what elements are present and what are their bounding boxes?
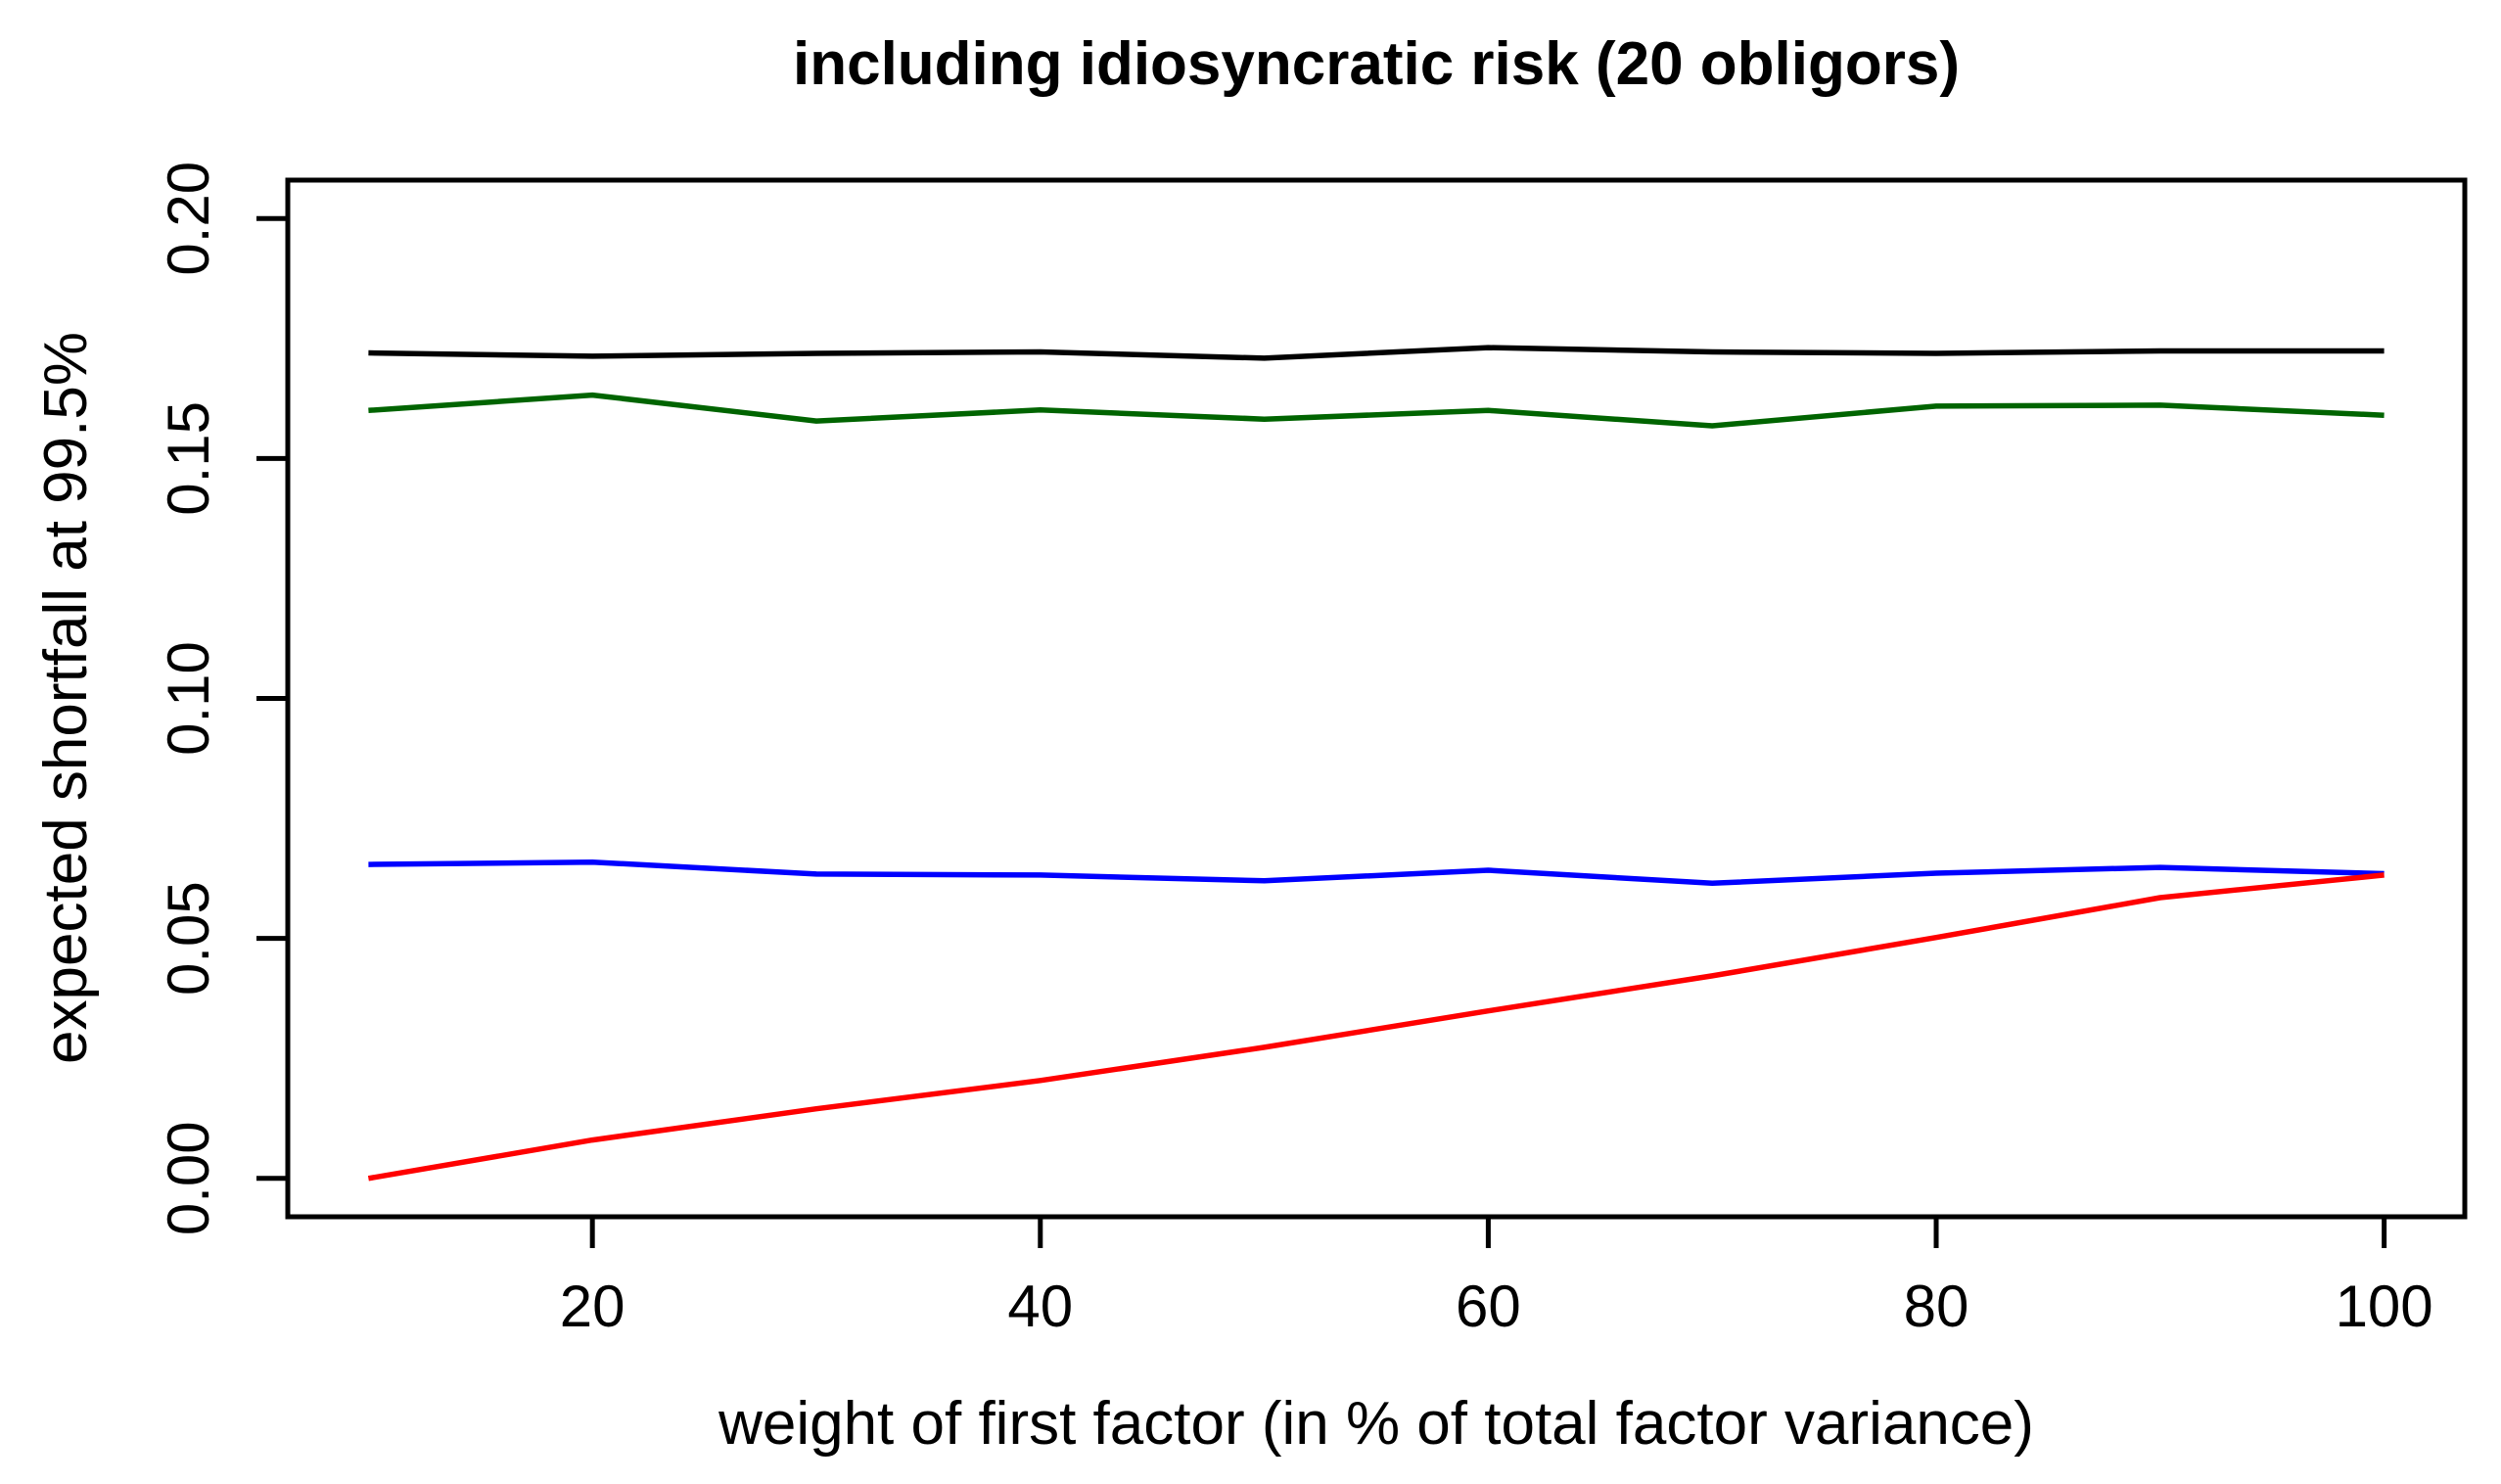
black-line xyxy=(368,345,2385,361)
chart-title: including idiosyncratic risk (20 obligor… xyxy=(793,30,1960,98)
plot-border xyxy=(285,177,2468,1220)
x-tick-label: 40 xyxy=(1007,1274,1073,1339)
y-tick-label: 0.20 xyxy=(156,162,221,276)
y-tick-label: 0.00 xyxy=(156,1121,221,1235)
x-tick-label: 60 xyxy=(1456,1274,1521,1339)
plot-series xyxy=(367,345,2385,1182)
y-axis: 0.00 0.05 0.10 0.15 0.20 xyxy=(156,162,288,1235)
blue-line xyxy=(368,858,2385,887)
x-tick-label: 100 xyxy=(2336,1274,2433,1339)
x-tick-label: 20 xyxy=(560,1274,625,1339)
darkgreen-line xyxy=(368,392,2385,429)
x-tick-label: 80 xyxy=(1904,1274,1969,1339)
x-axis: 20 40 60 80 100 xyxy=(560,1217,2433,1339)
y-tick-label: 0.10 xyxy=(156,641,221,756)
x-axis-title: weight of first factor (in % of total fa… xyxy=(718,1390,2034,1458)
red-line xyxy=(367,872,2385,1182)
y-tick-label: 0.15 xyxy=(156,401,221,516)
y-tick-label: 0.05 xyxy=(156,881,221,996)
y-axis-title: expected shortfall at 99.5% xyxy=(32,332,100,1064)
